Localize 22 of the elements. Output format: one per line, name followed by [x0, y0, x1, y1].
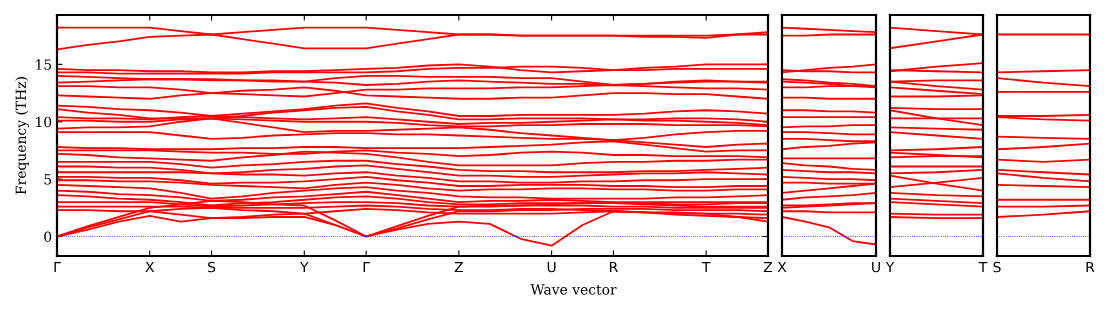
x-tick-label: T [701, 261, 711, 273]
x-tick-label: Y [885, 261, 895, 273]
x-tick-label: Y [300, 261, 309, 273]
y-tick-label: 15 [36, 59, 52, 70]
y-axis-title: Frequency (THz) [15, 77, 29, 195]
x-tick-label: Γ [363, 261, 370, 273]
y-tick-label: 0 [44, 231, 52, 242]
x-axis-title: Wave vector [530, 284, 617, 295]
x-tick-label: Γ [54, 261, 61, 273]
x-tick-label: T [978, 261, 988, 273]
x-tick-label: R [1086, 261, 1095, 273]
y-tick-label: 10 [36, 116, 52, 128]
x-tick-label: R [609, 261, 618, 273]
x-tick-label: U [547, 261, 556, 273]
x-tick-label: S [208, 261, 216, 273]
x-tick-label: X [777, 261, 787, 273]
x-tick-label: U [872, 261, 880, 273]
y-tick-label: 5 [44, 174, 52, 185]
x-tick-label: Z [454, 261, 463, 273]
x-tick-label: S [993, 261, 1001, 273]
x-tick-label: X [145, 261, 155, 273]
x-tick-label: Z [763, 261, 773, 273]
